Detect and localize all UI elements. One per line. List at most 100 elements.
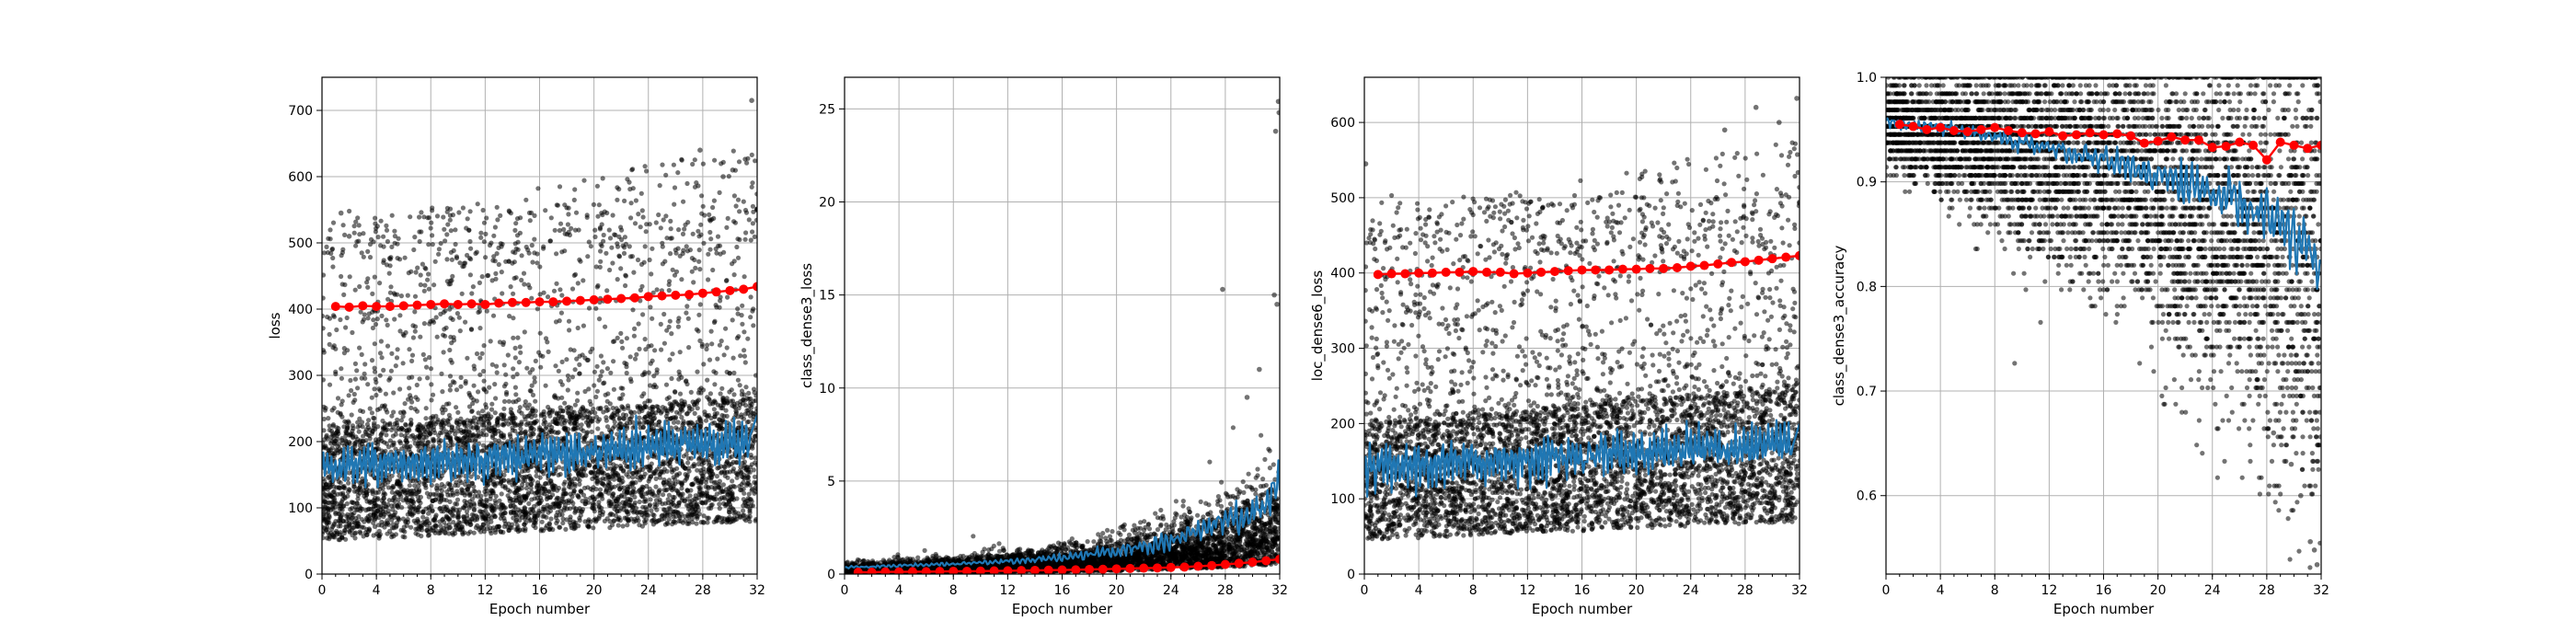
scatter-point (340, 503, 346, 509)
scatter-point (485, 483, 490, 489)
scatter-point (322, 404, 327, 409)
scatter-point (606, 483, 612, 489)
scatter-point (695, 369, 700, 374)
scatter-point (646, 410, 651, 416)
scatter-point (715, 356, 720, 362)
scatter-point (512, 227, 518, 233)
scatter-point (569, 225, 574, 231)
scatter-point (754, 462, 757, 467)
scatter-point (451, 335, 456, 340)
scatter-point (572, 524, 578, 530)
scatter-point (746, 217, 752, 223)
scatter-point (576, 523, 581, 529)
scatter-point (748, 237, 753, 243)
scatter-point (377, 487, 383, 492)
scatter-point (339, 273, 344, 280)
scatter-point (438, 240, 443, 247)
scatter-point (581, 428, 586, 433)
scatter-point (518, 500, 523, 506)
scatter-point (649, 518, 655, 523)
scatter-point (663, 488, 669, 493)
scatter-point (742, 348, 747, 353)
scatter-point (391, 534, 397, 539)
scatter-point (630, 307, 636, 313)
scatter-point (385, 238, 390, 245)
scatter-point (408, 478, 413, 484)
scatter-point (351, 484, 357, 489)
scatter-point (477, 308, 483, 314)
scatter-point (448, 492, 454, 498)
scatter-point (651, 374, 657, 379)
scatter-point (640, 312, 646, 317)
scatter-point (581, 178, 587, 183)
scatter-point (369, 395, 374, 400)
scatter-point (444, 232, 450, 237)
scatter-point (727, 371, 732, 376)
scatter-point (746, 390, 752, 396)
scatter-point (647, 222, 652, 227)
scatter-point (571, 348, 577, 353)
scatter-point (605, 407, 611, 412)
scatter-point (392, 420, 397, 427)
scatter-point (750, 221, 756, 226)
scatter-point (508, 503, 513, 510)
scatter-point (734, 335, 741, 341)
scatter-point (426, 511, 431, 516)
scatter-point (453, 501, 458, 507)
scatter-point (717, 506, 722, 512)
scatter-point (560, 516, 566, 522)
scatter-point (519, 253, 524, 259)
scatter-point (735, 255, 742, 260)
scatter-point (737, 236, 742, 243)
scatter-point (721, 494, 727, 500)
scatter-point (745, 474, 752, 480)
scatter-point (408, 512, 413, 517)
scatter-point (748, 315, 753, 320)
scatter-point (558, 508, 564, 513)
scatter-point (378, 218, 384, 224)
scatter-point (490, 479, 497, 485)
scatter-point (523, 486, 530, 491)
scatter-point (534, 473, 539, 478)
scatter-point (351, 230, 357, 236)
scatter-point (382, 403, 387, 408)
scatter-point (419, 534, 424, 539)
scatter-point (324, 432, 329, 438)
scatter-point (545, 294, 551, 300)
scatter-point (733, 203, 739, 209)
scatter-point (719, 470, 724, 476)
scatter-point (395, 417, 400, 422)
scatter-point (515, 335, 521, 340)
scatter-point (585, 519, 591, 524)
scatter-point (538, 528, 544, 534)
scatter-point (325, 530, 331, 535)
scatter-point (523, 197, 529, 202)
scatter-point (636, 212, 641, 217)
scatter-point (470, 284, 476, 290)
scatter-point (611, 518, 617, 523)
scatter-point (666, 516, 673, 522)
scatter-point (357, 443, 362, 448)
scatter-point (468, 474, 474, 479)
scatter-point (647, 398, 653, 404)
scatter-point (730, 148, 736, 154)
scatter-point (735, 197, 742, 202)
scatter-point (370, 491, 375, 497)
scatter-point (415, 265, 420, 270)
scatter-point (481, 343, 487, 349)
scatter-point (607, 512, 613, 518)
scatter-point (477, 355, 483, 361)
scatter-point (464, 422, 469, 429)
scatter-point (522, 282, 527, 287)
scatter-point (442, 504, 447, 510)
scatter-point (473, 250, 478, 257)
scatter-point (600, 476, 606, 481)
scatter-point (638, 492, 644, 498)
scatter-point (705, 377, 710, 383)
scatter-point (528, 486, 534, 491)
scatter-point (530, 477, 535, 483)
scatter-point (706, 515, 711, 521)
scatter-point (539, 519, 545, 524)
scatter-point (464, 442, 469, 447)
scatter-point (398, 293, 404, 299)
